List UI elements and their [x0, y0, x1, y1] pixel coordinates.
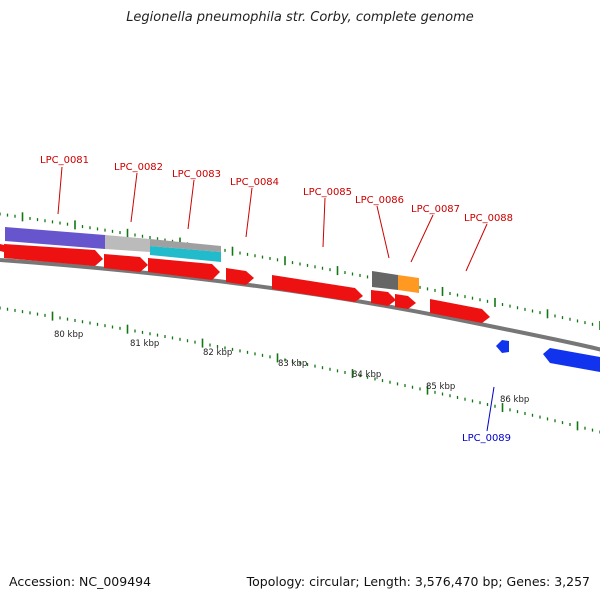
gene-label-lpc-0084: LPC_0084 — [230, 177, 279, 188]
leader-lpc-0082 — [130, 172, 138, 223]
leader-lpc-0089 — [486, 386, 495, 432]
leader-lpc-0086 — [376, 205, 390, 259]
feature-track — [5, 227, 419, 293]
scale-label-85kbp: 85 kbp — [426, 382, 455, 392]
gene-arrow-lpc-0088 — [430, 299, 490, 323]
gene-arrow-lpc-0080 — [0, 244, 4, 252]
genome-summary-text: Topology: circular; Length: 3,576,470 bp… — [246, 574, 590, 589]
genome-backbone — [0, 258, 600, 355]
gene-label-lpc-0089: LPC_0089 — [462, 433, 511, 444]
leader-lpc-0083 — [187, 179, 195, 230]
feature-segment-cyan — [150, 246, 221, 262]
feature-segment-orange — [398, 275, 419, 293]
gene-arrow-lpc-0087 — [395, 294, 416, 309]
scale-label-83kbp: 83 kbp — [278, 359, 307, 369]
leader-lpc-0087 — [410, 214, 434, 263]
gene-arrow-lpc-0084 — [226, 268, 254, 285]
leader-lpc-0088 — [465, 223, 488, 272]
accession-text: Accession: NC_009494 — [9, 574, 152, 589]
gene-labels: LPC_0081 LPC_0082 LPC_0083 LPC_0084 LPC_… — [40, 155, 513, 444]
gene-label-lpc-0083: LPC_0083 — [172, 169, 221, 180]
gene-arrow-lpc-0090 — [543, 348, 600, 372]
gene-arrow-lpc-0082 — [104, 254, 148, 272]
outer-tick-rule — [0, 212, 600, 330]
scale-label-81kbp: 81 kbp — [130, 339, 159, 349]
feature-segment-gray-2 — [150, 239, 221, 252]
gene-label-lpc-0082: LPC_0082 — [114, 162, 163, 173]
feature-segment-dark — [372, 271, 398, 290]
scale-labels: 80 kbp 81 kbp 82 kbp 83 kbp 84 kbp 85 kb… — [54, 330, 529, 405]
leader-lpc-0081 — [57, 166, 63, 215]
map-title: Legionella pneumophila str. Corby, compl… — [126, 10, 474, 25]
leader-lpc-0084 — [245, 187, 253, 238]
gene-arrow-lpc-0081 — [4, 244, 103, 266]
inner-tick-rule — [0, 306, 600, 434]
feature-segment-purple — [5, 227, 105, 249]
gene-arrow-lpc-0083 — [148, 258, 220, 280]
scale-label-84kbp: 84 kbp — [352, 370, 381, 380]
label-leaders — [57, 166, 495, 432]
forward-genes — [0, 244, 490, 323]
gene-label-lpc-0086: LPC_0086 — [355, 195, 404, 206]
gene-arrow-lpc-0089 — [496, 340, 509, 353]
gene-label-lpc-0088: LPC_0088 — [464, 213, 513, 224]
scale-label-82kbp: 82 kbp — [203, 348, 232, 358]
gene-label-lpc-0085: LPC_0085 — [303, 187, 352, 198]
gene-arrow-lpc-0086 — [371, 290, 396, 306]
scale-label-86kbp: 86 kbp — [500, 395, 529, 405]
leader-lpc-0085 — [322, 197, 326, 248]
feature-segment-gray — [105, 235, 150, 252]
scale-label-80kbp: 80 kbp — [54, 330, 83, 340]
gene-label-lpc-0081: LPC_0081 — [40, 155, 89, 166]
reverse-genes — [496, 340, 600, 372]
gene-label-lpc-0087: LPC_0087 — [411, 204, 460, 215]
gene-arrow-lpc-0085 — [272, 275, 363, 302]
